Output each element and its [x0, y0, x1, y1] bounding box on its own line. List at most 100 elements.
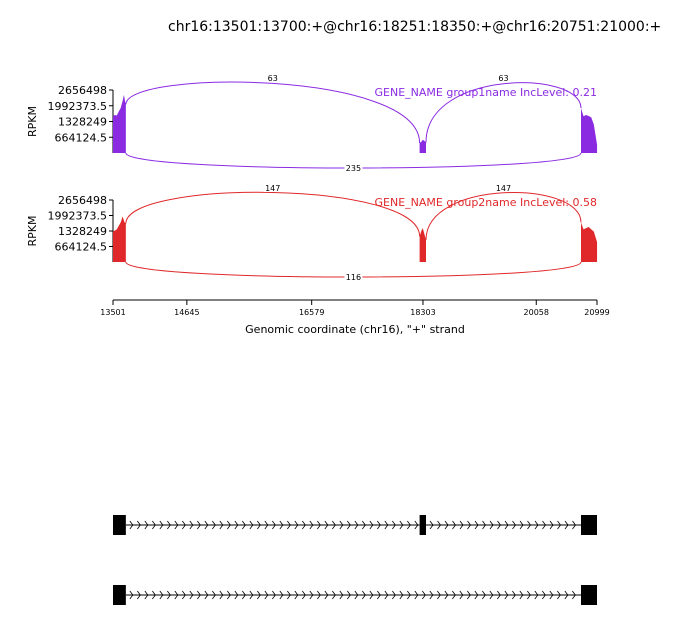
y-tick-label: 2656498: [58, 84, 107, 97]
strand-arrow: [234, 520, 239, 530]
transcript-1: [113, 515, 597, 535]
strand-arrow: [294, 520, 299, 530]
strand-arrow: [482, 520, 487, 530]
strand-arrow: [497, 520, 502, 530]
chart-title: chr16:13501:13700:+@chr16:18251:18350:+@…: [168, 19, 661, 35]
strand-arrow: [452, 520, 457, 530]
strand-arrow: [542, 520, 547, 530]
strand-arrow: [302, 520, 306, 530]
coverage-panels: 2656498 1992373.5 1328249 664124.5 RPKM 63 63 2…: [26, 73, 598, 282]
strand-arrow: [182, 590, 186, 600]
strand-arrow: [242, 520, 246, 530]
coverage-panel-1: 2656498 1992373.5 1328249 664124.5 RPKM 63 63 2…: [26, 73, 598, 173]
exon-block: [113, 585, 126, 605]
strand-arrow: [474, 520, 479, 530]
panel-label: GENE_NAME group1name IncLevel: 0.21: [375, 86, 597, 99]
strand-arrow: [242, 590, 246, 600]
strand-arrow: [339, 590, 344, 600]
strand-arrow: [129, 590, 134, 600]
strand-arrow: [279, 590, 284, 600]
strand-arrow: [534, 590, 539, 600]
strand-arrow: [407, 520, 411, 530]
strand-arrow: [152, 590, 156, 600]
strand-arrow: [287, 520, 291, 530]
strand-arrow: [219, 520, 224, 530]
strand-arrow: [279, 520, 284, 530]
strand-arrow: [272, 520, 276, 530]
exon-block: [113, 515, 126, 535]
strand-arrow: [407, 590, 411, 600]
strand-arrow: [489, 520, 494, 530]
x-tick-label: 14645: [174, 308, 199, 317]
y-tick-label: 1992373.5: [48, 210, 108, 223]
strand-arrow: [249, 520, 254, 530]
strand-arrow: [504, 520, 509, 530]
strand-arrow: [317, 520, 321, 530]
junction-label-bg: [494, 183, 513, 192]
strand-arrow: [294, 590, 299, 600]
junction-label-bg: [344, 272, 363, 281]
strand-arrow: [257, 590, 261, 600]
strand-arrow: [399, 590, 404, 600]
junction-count: 63: [268, 74, 278, 83]
junction-count: 116: [346, 273, 361, 282]
strand-arrow: [459, 590, 464, 600]
strand-arrow: [422, 590, 426, 600]
strand-arrow: [159, 590, 164, 600]
strand-arrow: [227, 590, 231, 600]
strand-arrow: [369, 590, 374, 600]
y-tick-label: 1328249: [58, 225, 107, 238]
coverage-area: [419, 139, 427, 153]
strand-arrow: [197, 590, 201, 600]
strand-arrow: [519, 520, 524, 530]
junction-arc: [425, 192, 582, 240]
strand-arrow: [467, 520, 472, 530]
strand-arrow: [182, 520, 186, 530]
strand-arrow: [287, 590, 291, 600]
strand-arrow: [474, 590, 479, 600]
strand-arrow: [534, 520, 539, 530]
strand-arrow: [452, 590, 456, 600]
strand-arrow: [152, 520, 156, 530]
strand-arrow: [362, 590, 366, 600]
x-tick-label: 20058: [524, 308, 549, 317]
junction-count: 147: [265, 184, 280, 193]
strand-arrow: [264, 520, 269, 530]
strand-arrow: [444, 590, 449, 600]
strand-arrow: [354, 520, 359, 530]
junction-count: 235: [346, 164, 361, 173]
strand-arrow: [482, 590, 486, 600]
strand-arrow: [512, 590, 516, 600]
strand-arrow: [557, 520, 562, 530]
strand-arrow: [204, 520, 209, 530]
strand-arrow: [212, 520, 216, 530]
coverage-panel-2: 2656498 1992373.5 1328249 664124.5 RPKM 147 14…: [26, 183, 598, 282]
y-axis-label: RPKM: [26, 106, 39, 137]
transcript-track: [113, 515, 597, 605]
strand-arrow: [212, 590, 216, 600]
junction-label-bg: [263, 73, 282, 82]
strand-arrow: [234, 590, 239, 600]
strand-arrow: [399, 520, 404, 530]
strand-arrow: [564, 520, 569, 530]
x-tick-label: 20999: [584, 308, 609, 317]
coverage-area: [113, 94, 126, 153]
strand-arrow: [384, 520, 389, 530]
strand-arrow: [549, 590, 554, 600]
strand-arrow: [137, 590, 141, 600]
y-tick-label: 1992373.5: [48, 100, 108, 113]
strand-arrow: [392, 520, 396, 530]
junction-label-bg: [494, 73, 513, 82]
strand-arrow: [512, 520, 517, 530]
transcript-2: [113, 585, 597, 605]
coverage-area: [113, 216, 126, 262]
junction-arc: [425, 82, 582, 143]
strand-arrow: [264, 590, 269, 600]
strand-arrow: [317, 590, 321, 600]
strand-arrow: [362, 520, 366, 530]
strand-arrow: [159, 520, 164, 530]
strand-arrow: [332, 520, 336, 530]
strand-arrow: [377, 590, 381, 600]
strand-arrow: [527, 590, 531, 600]
x-axis-label: Genomic coordinate (chr16), "+" strand: [245, 323, 465, 336]
